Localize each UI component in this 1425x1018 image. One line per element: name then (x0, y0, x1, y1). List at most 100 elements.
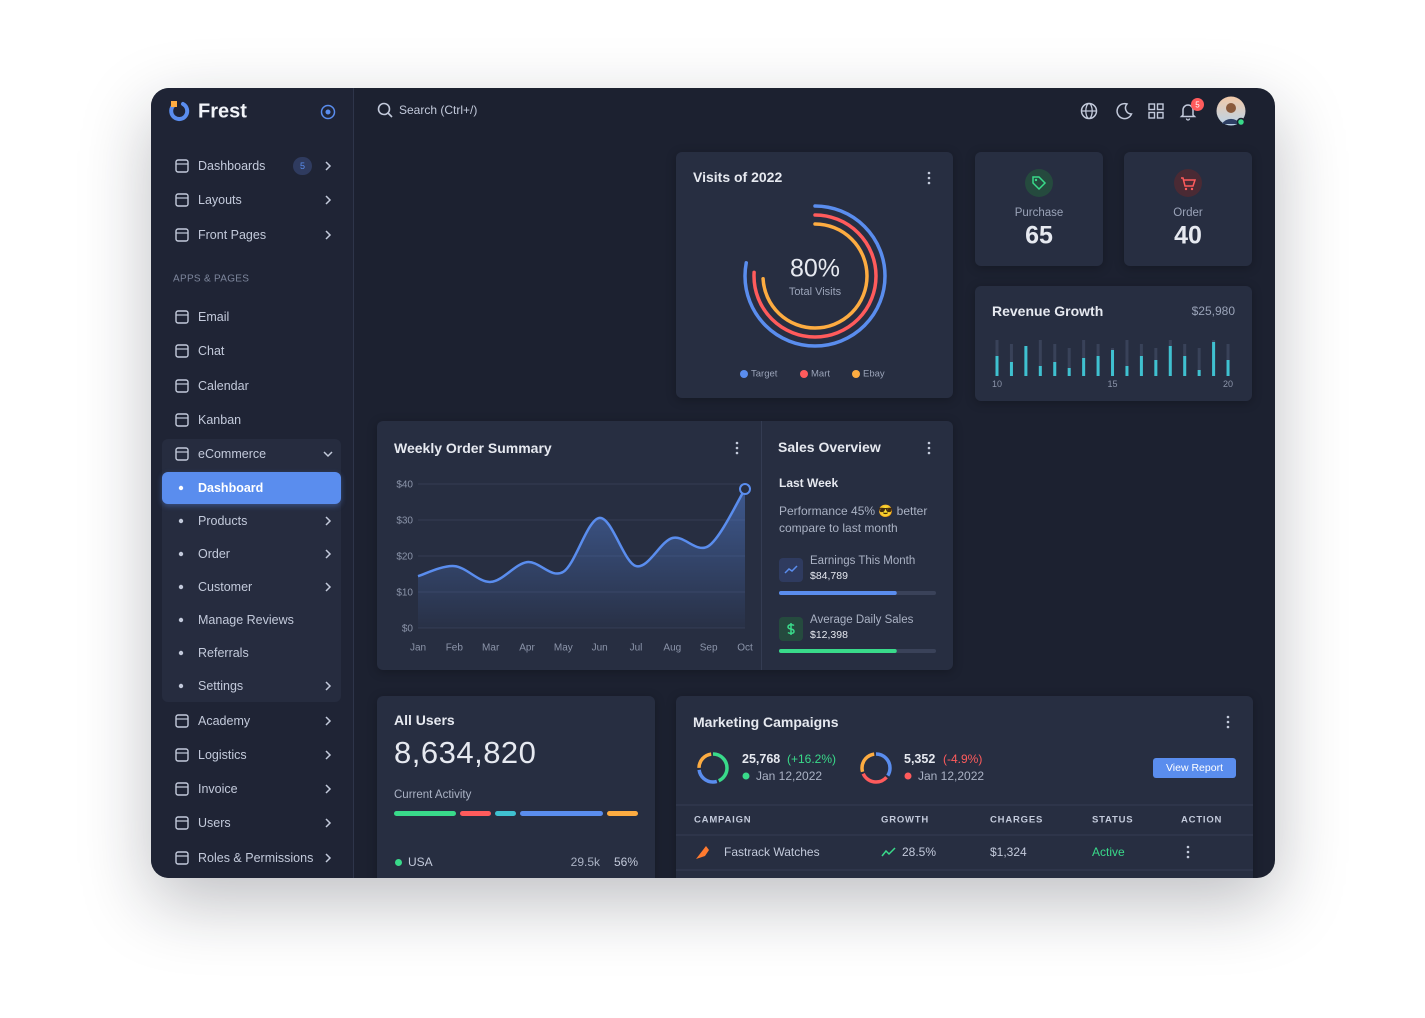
bar (1096, 356, 1100, 376)
icon-shape (175, 447, 189, 461)
chevron-line (325, 516, 332, 526)
marketing-card: Marketing Campaigns 25,768 (+16.2%) Jan 12,… (676, 696, 1253, 878)
x-tick-label: Sep (700, 643, 718, 654)
nav-label[interactable]: Invoice (198, 782, 238, 797)
nav-label[interactable]: Products (198, 514, 248, 529)
nav-icon (175, 748, 189, 762)
bullet-dot (178, 584, 184, 590)
stat-label: Purchase (1014, 207, 1064, 219)
nav-item[interactable]: Academy (162, 705, 341, 737)
collapse-toggle[interactable] (320, 104, 336, 120)
view-report-button[interactable] (1153, 758, 1236, 778)
nav-item[interactable]: Email (162, 301, 341, 333)
chevron (325, 853, 332, 863)
nav-item[interactable]: Referrals (162, 637, 341, 669)
nav-label[interactable]: eCommerce (198, 447, 267, 462)
nav-label[interactable]: Calendar (198, 378, 249, 393)
nav-icon (175, 159, 189, 173)
bar-track (1009, 344, 1013, 376)
nav-label[interactable]: Email (198, 310, 230, 324)
notification-icon[interactable] (1179, 102, 1197, 121)
nav-label[interactable]: Dashboards (198, 159, 266, 173)
nav-label[interactable]: Customer (198, 580, 253, 595)
apps-icon[interactable] (1147, 102, 1165, 120)
view-report-label[interactable]: View Report (1165, 762, 1224, 774)
nav-icon (175, 413, 189, 427)
bar (1197, 370, 1201, 376)
progress-bar (779, 649, 936, 653)
campaign-graphics (676, 715, 1253, 871)
nav-item[interactable]: Manage Reviews (162, 604, 341, 636)
nav-item[interactable]: Layouts (162, 184, 341, 216)
nav-item[interactable]: eCommerce (162, 438, 341, 470)
country: USA (408, 855, 433, 869)
language-icon[interactable] (1080, 102, 1098, 120)
nav-label[interactable]: Logistics (198, 747, 247, 762)
search-input[interactable]: Search (Ctrl+/) (399, 103, 478, 117)
metric-value: $84,789 (810, 570, 848, 582)
theme-icon[interactable] (1115, 102, 1133, 120)
legend-label: Target (751, 368, 778, 380)
nav-item[interactable]: Front Pages (162, 219, 341, 251)
sidebar: Frest APPS & PAGES Dashboards 5 Layouts Fro… (151, 88, 354, 878)
bullet (178, 485, 184, 491)
chevron (325, 230, 332, 240)
nav-item[interactable]: Settings (162, 670, 341, 702)
more-menu[interactable] (926, 170, 932, 186)
chevron (325, 516, 332, 526)
campaign-value: 5,352 (904, 752, 936, 766)
nav-label[interactable]: Academy (198, 713, 251, 728)
nav-item[interactable]: Users (162, 807, 341, 839)
nav-item[interactable]: Kanban (162, 404, 341, 436)
avatar[interactable] (1216, 96, 1246, 127)
nav-item[interactable]: Roles & Permissions (162, 842, 341, 874)
nav-item[interactable]: Order (162, 538, 341, 570)
nav-label[interactable]: Roles & Permissions (198, 850, 314, 865)
icon-shape (175, 378, 189, 393)
search-icon[interactable] (377, 102, 393, 118)
nav-label[interactable]: Layouts (198, 193, 242, 207)
y-tick-label: $0 (402, 624, 414, 635)
icon-shape (175, 748, 189, 762)
total-visits-caption: Total Visits (788, 286, 842, 298)
nav-label[interactable]: Settings (198, 679, 244, 694)
chevron-line (325, 784, 332, 794)
chevron-line (325, 750, 332, 760)
nav-label[interactable]: Chat (198, 344, 225, 359)
earnings-icon (779, 558, 803, 582)
x-tick-label: Aug (663, 643, 681, 654)
nav-label[interactable]: Dashboard (198, 481, 264, 496)
chevron-line (325, 715, 332, 726)
nav-item[interactable]: Chat (162, 335, 341, 367)
icon-shape (175, 850, 189, 865)
activity-segment (495, 810, 516, 816)
nav-item[interactable]: Products (162, 505, 341, 537)
y-tick-label: $20 (396, 552, 413, 563)
nav-item[interactable]: Customer (162, 571, 341, 603)
weekly-sales-card: Weekly Order Summary $0 $10 $20 $30 $40 Jan Feb… (377, 421, 953, 670)
nav-item[interactable]: Logistics (162, 739, 341, 771)
nav-item[interactable]: Dashboards 5 (162, 150, 341, 182)
nav-label[interactable]: Front Pages (198, 228, 267, 242)
nav-label[interactable]: Referrals (198, 646, 249, 661)
nav-label[interactable]: Manage Reviews (198, 613, 294, 628)
nav-label[interactable]: Users (198, 816, 231, 831)
nav-label[interactable]: Order (198, 547, 230, 562)
nav-item[interactable]: Invoice (162, 773, 341, 805)
more-menu[interactable] (926, 440, 932, 456)
bullet-dot (178, 650, 184, 656)
icon-shape (175, 713, 189, 728)
notification-badge-bg (1191, 98, 1204, 111)
bar (1024, 346, 1028, 376)
chevron (325, 681, 332, 691)
x-tick-label: Jun (592, 643, 608, 654)
card-title: Visits of 2022 (693, 169, 783, 185)
nav-item[interactable]: Calendar (162, 370, 341, 402)
more-menu[interactable] (734, 440, 740, 456)
metric-value: $12,398 (810, 629, 848, 641)
chevron-line (325, 582, 332, 592)
progress-bar (779, 591, 936, 595)
nav-label[interactable]: Kanban (198, 412, 242, 427)
dot (927, 451, 931, 455)
nav-item[interactable]: Dashboard (162, 472, 341, 505)
